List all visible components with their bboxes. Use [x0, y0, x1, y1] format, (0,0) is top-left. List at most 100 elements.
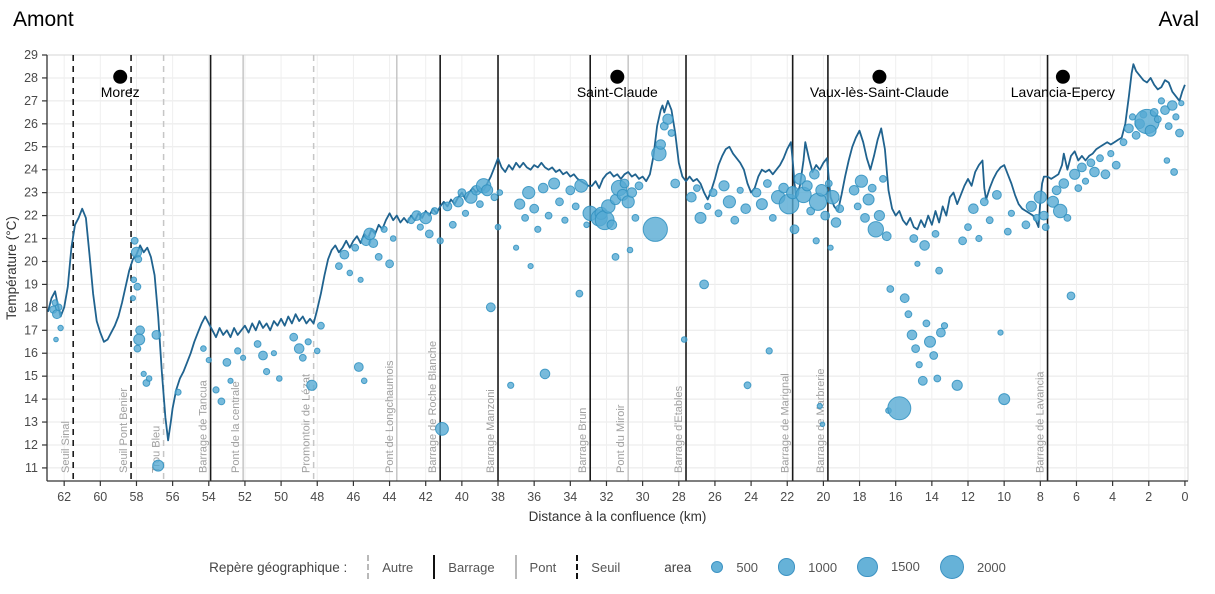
x-tick-label: 12	[961, 490, 975, 504]
measurement-point	[212, 386, 220, 394]
measurement-point	[904, 310, 913, 319]
size-bubble-icon	[711, 560, 724, 574]
measurement-point	[317, 321, 325, 330]
legend-item-pont: Pont	[514, 555, 556, 579]
measurement-point	[234, 347, 242, 355]
size-bubble-icon	[857, 556, 878, 578]
measurement-point	[1047, 195, 1059, 208]
y-tick-label: 24	[24, 163, 38, 177]
measurement-point	[816, 402, 823, 410]
plot-panel	[47, 55, 1188, 481]
measurement-point	[809, 169, 820, 180]
x-tick-label: 60	[93, 490, 107, 504]
measurement-point	[699, 279, 709, 290]
seuil-line-swatch	[576, 555, 579, 579]
measurement-point	[1033, 190, 1047, 204]
measurement-point	[968, 203, 979, 214]
city-marker	[610, 69, 625, 84]
y-tick-label: 22	[24, 209, 38, 223]
measurement-point	[736, 186, 744, 194]
measurement-point	[924, 335, 936, 348]
measurement-point	[694, 211, 707, 224]
measurement-point	[909, 234, 919, 243]
measurement-point	[718, 180, 730, 192]
x-tick-label: 6	[1073, 490, 1080, 504]
measurement-point	[1058, 178, 1070, 189]
measurement-point	[619, 178, 630, 189]
landmark-label: Barrage Brun	[577, 408, 589, 473]
measurement-point	[827, 244, 834, 251]
x-tick-label: 44	[383, 490, 397, 504]
y-tick-label: 14	[24, 392, 38, 406]
x-axis-title: Distance à la confluence (km)	[529, 509, 707, 524]
measurement-point	[848, 185, 860, 196]
measurement-point	[1066, 291, 1076, 301]
y-tick-label: 11	[25, 461, 38, 475]
aval-label: Aval	[1158, 8, 1199, 31]
measurement-point	[819, 421, 826, 428]
measurement-point	[626, 187, 638, 198]
x-tick-label: 14	[925, 490, 939, 504]
measurement-point	[200, 345, 207, 352]
landmark-label: Promontoir de Lézat	[301, 374, 313, 473]
measurement-point	[481, 184, 494, 197]
measurement-point	[919, 240, 930, 251]
measurement-point	[765, 347, 773, 355]
x-tick-label: 46	[346, 490, 360, 504]
measurement-point	[1086, 158, 1096, 168]
measurement-point	[1053, 203, 1068, 219]
measurement-point	[53, 336, 59, 343]
measurement-point	[740, 203, 752, 214]
measurement-point	[130, 276, 138, 284]
measurement-point	[534, 225, 542, 233]
y-tick-label: 25	[24, 140, 38, 154]
measurement-point	[452, 196, 464, 208]
measurement-point	[789, 224, 800, 235]
measurement-point	[887, 396, 912, 421]
measurement-point	[722, 195, 737, 209]
x-tick-label: 24	[744, 490, 758, 504]
legend-item-barrage: Barrage	[433, 555, 495, 579]
x-tick-label: 38	[491, 490, 505, 504]
x-tick-label: 0	[1181, 490, 1188, 504]
measurement-point	[667, 129, 676, 137]
x-tick-label: 54	[202, 490, 216, 504]
measurement-point	[1041, 223, 1050, 232]
measurement-point	[862, 193, 875, 206]
measurement-point	[958, 236, 967, 246]
measurement-point	[879, 175, 887, 183]
measurement-point	[374, 253, 383, 261]
measurement-point	[1175, 128, 1184, 138]
measurement-point	[448, 220, 457, 229]
size-legend-item-2000: 2000	[939, 554, 1006, 580]
landmark-label: Barrage d'Etables	[673, 385, 685, 473]
measurement-point	[129, 295, 136, 302]
landmark-legend-title: Repère géographique :	[209, 559, 348, 575]
x-tick-label: 8	[1037, 490, 1044, 504]
measurement-point	[151, 330, 162, 340]
measurement-point	[881, 231, 892, 242]
amont-label: Amont	[13, 8, 74, 31]
measurement-point	[755, 198, 768, 211]
landmark-label: Pont de Longchaumois	[384, 360, 396, 473]
x-tick-label: 56	[166, 490, 180, 504]
measurement-point	[825, 190, 840, 205]
measurement-point	[1124, 123, 1134, 134]
landmark-label: Barrage de Marignal	[780, 373, 792, 473]
measurement-point	[222, 358, 232, 367]
size-legend-item-1500: 1500	[857, 556, 920, 578]
landmark-label: Pont du Miroir	[615, 404, 627, 473]
x-tick-label: 62	[57, 490, 71, 504]
size-legend-label: 1500	[890, 559, 920, 575]
x-tick-label: 10	[997, 490, 1011, 504]
measurement-point	[899, 293, 910, 304]
city-label: Saint-Claude	[577, 84, 658, 100]
measurement-point	[555, 197, 564, 207]
measurement-point	[1021, 220, 1031, 230]
measurement-point	[485, 302, 496, 313]
measurement-point	[873, 210, 886, 222]
measurement-point	[1167, 100, 1178, 111]
x-tick-label: 42	[419, 490, 433, 504]
measurement-point	[686, 191, 697, 203]
measurement-point	[1081, 177, 1090, 185]
